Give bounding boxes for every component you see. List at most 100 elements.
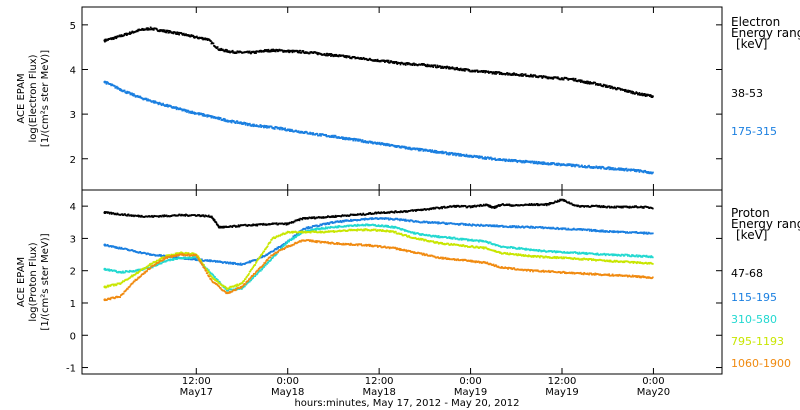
data-point (543, 163, 545, 165)
data-point (471, 224, 473, 227)
data-point (262, 50, 265, 53)
data-point (267, 243, 270, 245)
data-point (638, 93, 640, 96)
data-point (411, 63, 413, 66)
data-point (243, 121, 245, 124)
data-point (619, 168, 622, 171)
data-point (123, 280, 126, 283)
data-point (531, 74, 534, 77)
data-point (185, 33, 187, 35)
data-point (328, 54, 331, 56)
data-point (593, 228, 595, 231)
data-point (460, 239, 463, 241)
data-point (445, 151, 448, 154)
data-point (579, 79, 582, 82)
data-point (473, 69, 476, 72)
data-point (162, 215, 165, 218)
data-point (230, 288, 233, 291)
data-point (219, 281, 221, 283)
data-point (464, 223, 466, 225)
data-point (499, 158, 502, 160)
data-point (399, 63, 402, 66)
data-point (207, 214, 210, 217)
data-point (493, 225, 496, 228)
data-point (255, 125, 257, 127)
data-point (602, 206, 604, 209)
data-point (286, 223, 289, 226)
data-point (472, 155, 475, 158)
data-point (383, 211, 385, 213)
data-point (387, 61, 389, 63)
data-point (175, 108, 178, 111)
data-point (376, 225, 379, 227)
data-point (459, 153, 462, 155)
data-point (522, 74, 524, 77)
data-point (429, 65, 432, 68)
data-point (579, 206, 581, 208)
data-point (324, 227, 327, 230)
data-point (363, 228, 365, 231)
data-point (516, 161, 519, 164)
data-point (537, 162, 540, 164)
data-point (460, 237, 462, 240)
data-point (167, 31, 170, 34)
data-point (240, 122, 243, 125)
data-point (153, 102, 156, 104)
data-point (332, 54, 334, 57)
data-point (125, 92, 128, 95)
data-point (428, 150, 431, 152)
data-point (323, 53, 326, 55)
data-point (116, 87, 119, 90)
data-point (283, 49, 285, 52)
data-point (108, 212, 111, 215)
data-point (146, 28, 149, 31)
data-point (640, 94, 643, 96)
data-point (520, 160, 523, 162)
data-point (566, 77, 569, 80)
data-point (103, 39, 107, 42)
data-point (110, 211, 112, 214)
data-point (592, 82, 595, 85)
data-point (306, 226, 309, 229)
data-point (413, 231, 416, 234)
data-point (312, 132, 315, 134)
data-point (291, 230, 293, 233)
data-point (184, 110, 187, 113)
data-point (517, 247, 520, 250)
data-point (385, 225, 387, 228)
data-point (254, 275, 257, 277)
data-point (232, 120, 235, 122)
data-point (537, 203, 540, 206)
data-point (640, 206, 643, 208)
data-point (444, 66, 447, 69)
data-point (523, 161, 525, 164)
data-point (551, 227, 554, 230)
data-point (447, 152, 450, 155)
data-point (323, 222, 326, 225)
data-point (266, 263, 268, 265)
data-point (288, 130, 291, 132)
data-point (172, 31, 174, 34)
data-point (330, 136, 332, 138)
data-point (181, 34, 184, 36)
data-point (515, 73, 518, 75)
data-point (561, 77, 563, 79)
data-point (307, 226, 310, 228)
data-point (430, 150, 433, 153)
y-tick-label: 4 (70, 202, 76, 213)
data-point (326, 52, 329, 55)
data-point (555, 227, 558, 230)
data-point (348, 137, 351, 140)
data-point (616, 88, 618, 90)
data-point (337, 55, 340, 58)
data-point (244, 223, 247, 226)
data-point (521, 73, 523, 75)
data-point (182, 109, 185, 112)
data-point (332, 229, 335, 232)
data-point (171, 258, 174, 260)
data-point (287, 50, 290, 53)
data-point (433, 235, 436, 238)
data-point (201, 114, 204, 117)
data-point (347, 138, 350, 141)
data-point (292, 49, 294, 52)
